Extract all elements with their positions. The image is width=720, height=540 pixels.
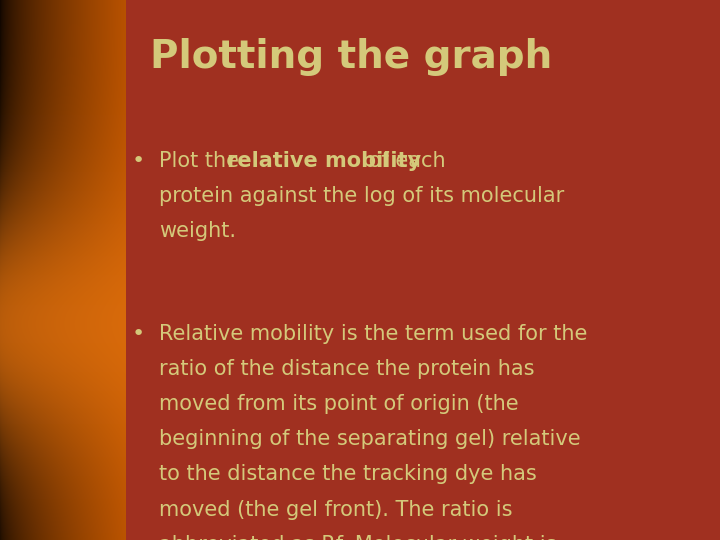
Text: •: •: [132, 151, 145, 171]
Text: of each: of each: [362, 151, 446, 171]
Text: beginning of the separating gel) relative: beginning of the separating gel) relativ…: [158, 429, 580, 449]
Text: protein against the log of its molecular: protein against the log of its molecular: [158, 186, 564, 206]
Text: to the distance the tracking dye has: to the distance the tracking dye has: [158, 464, 536, 484]
Text: Plot the: Plot the: [158, 151, 246, 171]
Text: abbreviated as Rf. Molecular weight is: abbreviated as Rf. Molecular weight is: [158, 535, 556, 540]
Text: moved (the gel front). The ratio is: moved (the gel front). The ratio is: [158, 500, 512, 519]
Text: •: •: [132, 324, 145, 344]
Text: Relative mobility is the term used for the: Relative mobility is the term used for t…: [158, 324, 587, 344]
Text: weight.: weight.: [158, 221, 235, 241]
Text: moved from its point of origin (the: moved from its point of origin (the: [158, 394, 518, 414]
Text: ratio of the distance the protein has: ratio of the distance the protein has: [158, 359, 534, 379]
Text: relative mobility: relative mobility: [227, 151, 421, 171]
Text: Plotting the graph: Plotting the graph: [150, 38, 552, 76]
